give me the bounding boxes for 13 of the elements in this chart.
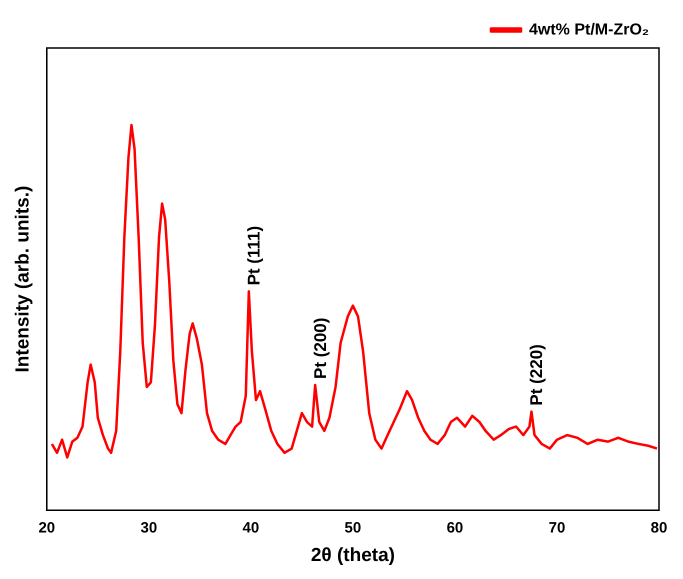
- legend-label: 4wt% Pt/M-ZrO₂: [529, 21, 649, 38]
- x-tick-label: 80: [650, 519, 668, 536]
- x-tick-label: 20: [38, 519, 56, 536]
- annotation: Pt (220): [527, 344, 546, 406]
- x-axis-title: 2θ (theta): [310, 544, 395, 566]
- x-tick-label: 60: [446, 519, 464, 536]
- annotation: Pt (111): [244, 226, 264, 286]
- x-tick-label: 70: [548, 519, 566, 536]
- x-tick-label: 50: [344, 519, 362, 536]
- x-tick-label: 30: [140, 519, 158, 536]
- y-axis-title: Intensity (arb. units.): [12, 186, 34, 373]
- x-tick-label: 40: [242, 519, 260, 536]
- annotation: Pt (200): [310, 318, 330, 380]
